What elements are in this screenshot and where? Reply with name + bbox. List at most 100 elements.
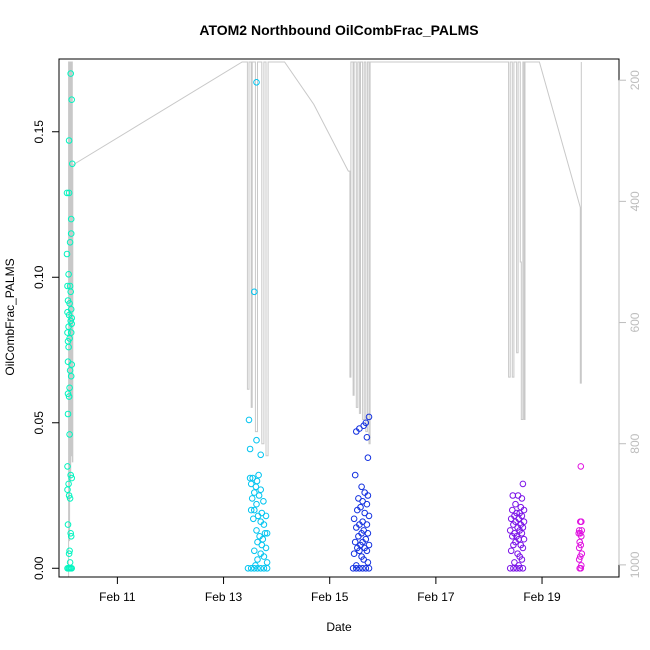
x-tick-label: Feb 13 [205, 590, 243, 604]
data-point-s3-27 [355, 533, 362, 540]
data-point-s1-5 [63, 189, 71, 197]
data-point-s2-27 [253, 527, 260, 534]
data-point-s2-10 [253, 477, 261, 485]
data-point-s2-38 [254, 556, 261, 563]
data-point-s1-16 [66, 300, 73, 307]
data-point-s2-20 [251, 506, 258, 514]
data-point-s5-11 [575, 544, 583, 552]
data-point-s2-19 [247, 506, 255, 514]
data-point-s1-44 [66, 495, 74, 502]
data-point-s3-11 [364, 492, 372, 499]
data-point-s3-23 [353, 524, 360, 531]
data-point-s2-22 [254, 512, 262, 520]
data-point-s1-10 [63, 250, 71, 258]
data-point-s3-16 [354, 506, 361, 514]
data-point-s2-37 [260, 553, 268, 560]
data-point-s1-28 [65, 343, 72, 351]
plot-frame [58, 58, 620, 578]
data-point-s1-21 [67, 317, 74, 325]
data-point-s3-19 [350, 515, 358, 523]
data-point-s4-43 [519, 565, 527, 572]
data-point-s1-40 [68, 474, 75, 482]
data-point-s3-47 [365, 565, 373, 572]
data-point-s4-32 [519, 544, 527, 552]
data-point-s2-35 [251, 547, 258, 555]
data-point-s4-41 [513, 565, 520, 572]
data-point-s2-13 [257, 486, 265, 494]
right-tick-label: 600 [628, 312, 642, 332]
chart-title: ATOM2 Northbound OilCombFrac_PALMS [199, 22, 478, 38]
right-tick-label: 800 [628, 433, 642, 453]
data-point-s1-43 [65, 492, 73, 499]
data-point-s1-49 [65, 550, 73, 558]
data-point-s1-36 [64, 410, 72, 418]
data-point-s1-38 [64, 463, 71, 470]
y-tick-label: 0.00 [32, 556, 46, 580]
y-axis: 0.00 0.05 0.10 0.15 [32, 120, 60, 580]
data-point-s4-40 [510, 565, 517, 572]
data-point-s1-30 [68, 361, 75, 368]
altitude-trace-line [68, 61, 582, 577]
data-point-s5-4 [575, 527, 583, 534]
data-point-s1-45 [64, 521, 72, 528]
data-point-s3-14 [363, 500, 371, 508]
data-point-s1-35 [65, 393, 73, 400]
x-tick-label: Feb 11 [99, 590, 136, 604]
data-point-s2-15 [255, 492, 263, 499]
data-point-s4-42 [516, 565, 524, 572]
data-point-s1-48 [66, 547, 73, 555]
data-point-s4-31 [510, 541, 517, 549]
y-axis-title: OilCombFrac_PALMS [3, 258, 17, 375]
right-axis: 200 400 600 800 1000 [618, 70, 642, 578]
data-point-s3-7 [364, 454, 372, 462]
data-point-s3-43 [353, 565, 360, 572]
y-tick-label: 0.10 [32, 265, 46, 289]
data-point-s3-8 [351, 471, 359, 479]
data-point-s2-17 [260, 498, 267, 505]
altitude-trace-layer [68, 61, 582, 577]
data-point-s2-34 [262, 544, 270, 552]
data-point-s1-46 [67, 530, 74, 537]
data-point-s1-4 [69, 160, 76, 168]
data-point-s2-11 [247, 480, 255, 488]
y-tick-label: 0.05 [32, 411, 46, 435]
data-point-s2-6 [257, 451, 265, 459]
data-point-s3-29 [351, 538, 359, 546]
data-point-s3-9 [358, 483, 365, 491]
data-point-s2-24 [250, 515, 257, 523]
data-point-s5-17 [577, 565, 585, 572]
data-point-s3-40 [364, 559, 372, 566]
data-point-s2-9 [255, 471, 262, 479]
data-point-s2-47 [263, 565, 271, 572]
data-point-s2-2 [251, 288, 258, 296]
data-point-s3-45 [359, 565, 366, 572]
data-point-s2-14 [251, 489, 258, 496]
x-tick-label: Feb 15 [311, 590, 349, 604]
data-point-s2-18 [253, 500, 260, 508]
data-point-s1-7 [67, 215, 75, 223]
data-point-s5-13 [577, 553, 584, 560]
data-point-s3-42 [349, 565, 357, 572]
x-tick-label: Feb 19 [523, 590, 561, 604]
data-point-s4-33 [507, 547, 515, 555]
y-tick-label: 0.15 [32, 120, 46, 144]
data-point-s2-41 [244, 565, 252, 572]
data-point-s5-1 [577, 463, 585, 470]
data-point-s2-12 [252, 483, 260, 491]
data-point-s3-36 [363, 547, 371, 555]
data-point-s1-14 [67, 288, 74, 296]
data-point-s3-46 [362, 565, 370, 572]
data-point-s1-25 [67, 329, 75, 336]
data-point-s5-14 [575, 556, 583, 563]
data-point-s2-29 [263, 530, 271, 537]
data-point-s3-37 [350, 550, 358, 558]
data-point-s2-23 [262, 512, 270, 520]
data-point-s1-11 [65, 271, 72, 278]
data-point-s2-26 [260, 521, 268, 528]
data-point-s4-36 [518, 556, 526, 563]
data-point-s4-1 [519, 480, 527, 488]
data-point-s1-6 [65, 189, 73, 197]
data-point-s1-9 [66, 239, 74, 246]
x-axis: Feb 11 Feb 13 Feb 15 Feb 17 Feb 19 [99, 576, 561, 604]
